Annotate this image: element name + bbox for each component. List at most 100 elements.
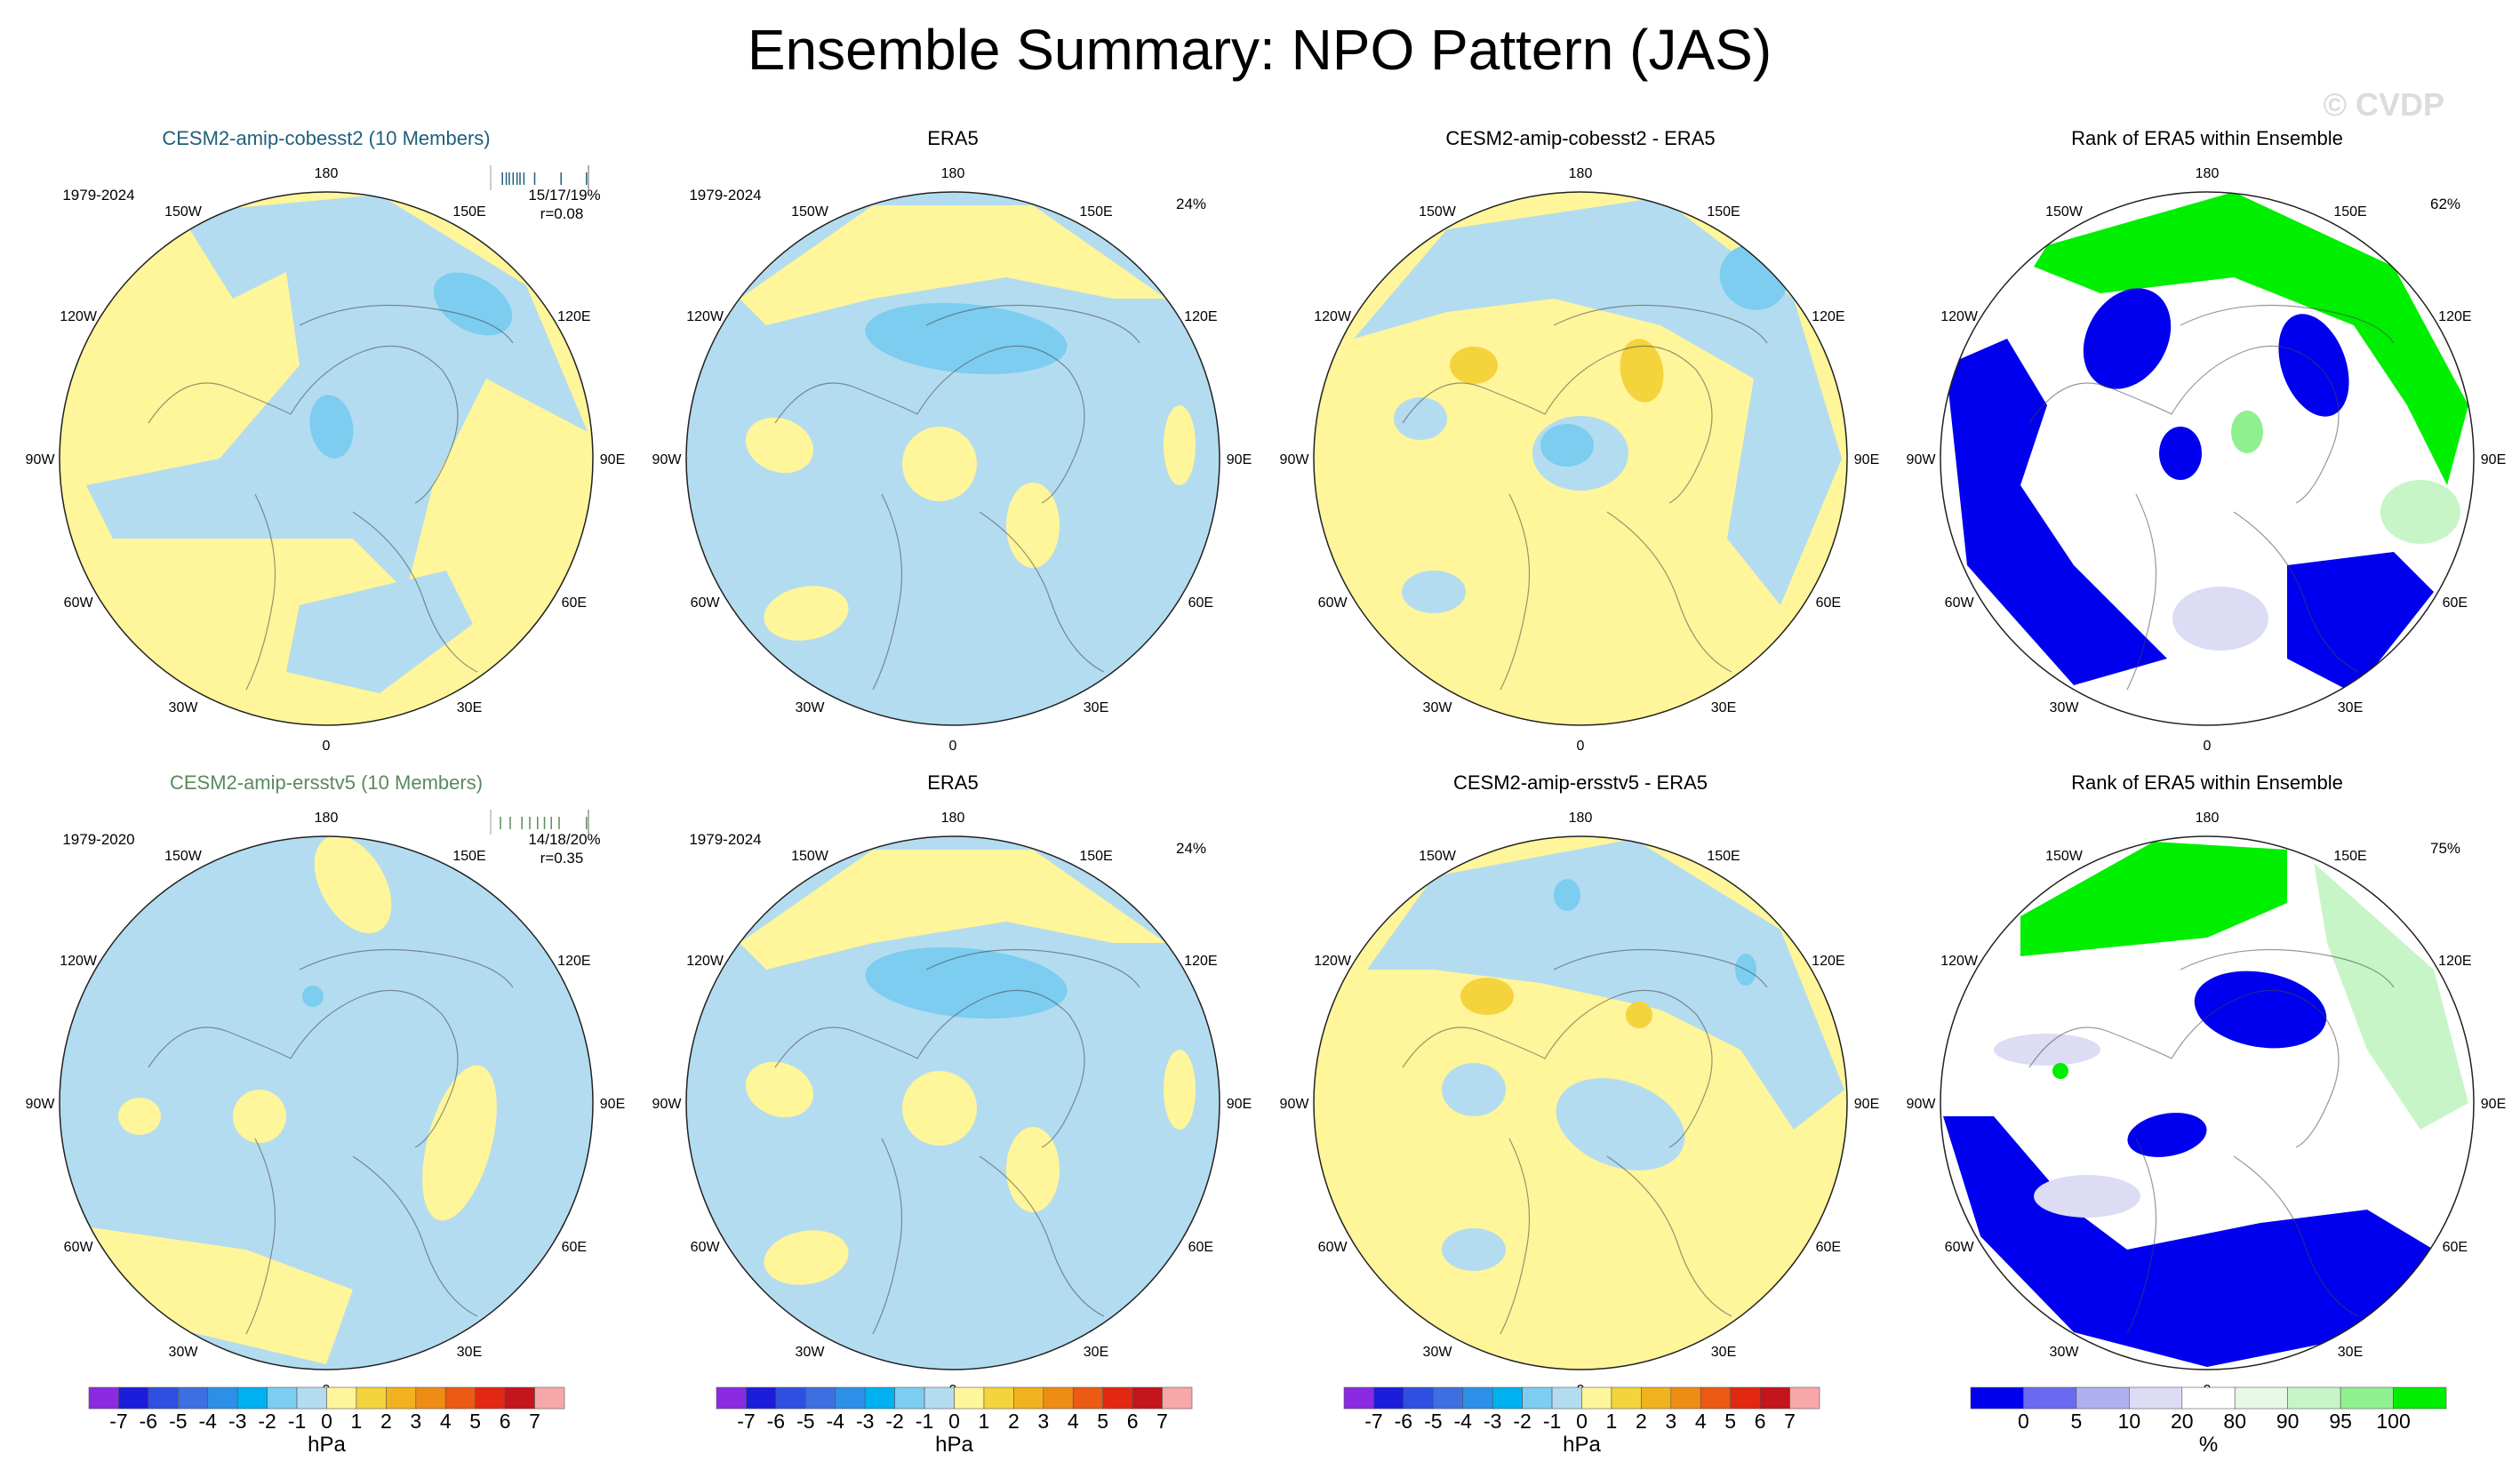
member-tick-strip — [490, 810, 589, 835]
longitude-label: 90E — [2481, 1097, 2506, 1112]
blue-anomaly-region — [1556, 1078, 1685, 1170]
colorbar-tick-label: 7 — [1784, 1410, 1796, 1433]
colorbar-tick-label: 5 — [1724, 1410, 1736, 1433]
blue-anomaly-region — [1394, 397, 1447, 440]
colorbar-swatch — [2340, 1386, 2394, 1410]
yellow-anomaly-region — [314, 836, 392, 933]
pattern-stat-label: 62% — [2430, 196, 2460, 212]
colorbar-tick-label: -4 — [827, 1410, 845, 1433]
colorbar-swatch — [475, 1386, 506, 1410]
longitude-label: 60E — [1188, 595, 1213, 611]
coastlines — [1402, 948, 1768, 1335]
colorbar-tick-label: -1 — [916, 1410, 933, 1433]
rank-green-region — [2052, 1063, 2068, 1079]
rank-blue-region — [2159, 427, 2202, 480]
colorbar-swatch — [267, 1386, 298, 1410]
colorbar-tick-label: -1 — [288, 1410, 306, 1433]
coastlines — [1402, 304, 1768, 691]
colorbar-tick-label: 10 — [2118, 1410, 2141, 1433]
longitude-label: 150E — [452, 849, 485, 864]
colorbar-swatch — [386, 1386, 417, 1410]
colorbar-swatch — [864, 1386, 895, 1410]
period-label: 1979-2024 — [62, 187, 134, 204]
colorbar-tick-label: 1 — [1606, 1410, 1618, 1433]
colorbar-swatch — [415, 1386, 446, 1410]
coastline — [979, 511, 1105, 673]
dark-blue-anomaly — [1540, 424, 1594, 467]
colorbar-swatch — [775, 1386, 806, 1410]
colorbar-swatch — [1162, 1386, 1193, 1410]
panel-title: Rank of ERA5 within Ensemble — [2071, 771, 2343, 794]
coastline — [2126, 493, 2157, 691]
rank-lavender-region — [2172, 587, 2268, 651]
longitude-label: 60W — [64, 1240, 94, 1255]
coastline — [2233, 511, 2359, 673]
rank-lavender-region — [1994, 1034, 2100, 1066]
coastline — [979, 1155, 1105, 1317]
colorbar-swatch — [1789, 1386, 1820, 1410]
dark-blue-anomaly — [433, 272, 513, 336]
coastline — [2180, 304, 2395, 344]
colorbar-tick-label: -1 — [1543, 1410, 1561, 1433]
longitude-label: 30E — [1711, 1345, 1736, 1360]
orange-anomaly — [1460, 978, 1514, 1015]
coastline — [1402, 345, 1713, 504]
map-border — [59, 191, 594, 726]
longitude-label: 120W — [1314, 954, 1352, 969]
colorbar-swatch — [236, 1386, 268, 1410]
colorbar-tick-label: 1 — [351, 1410, 363, 1433]
colorbar-tick-label: -2 — [258, 1410, 276, 1433]
longitude-label: 90E — [600, 1097, 625, 1112]
coastline — [1606, 1155, 1732, 1317]
pattern-stat-label: 24% — [1176, 196, 1206, 212]
rank-blue-region — [1946, 339, 2167, 685]
longitude-label: 90W — [1907, 452, 1937, 467]
map-border — [59, 835, 594, 1370]
longitude-label: 120E — [557, 309, 590, 324]
longitude-label: 30W — [169, 700, 199, 715]
longitude-label: 30W — [796, 1345, 826, 1360]
polar-map — [60, 836, 593, 1370]
coastline — [2233, 1155, 2359, 1317]
longitude-label: 60W — [1945, 1240, 1975, 1255]
longitude-label: 150W — [2045, 204, 2084, 220]
longitude-label: 60W — [1945, 595, 1975, 611]
longitude-label: 120W — [60, 309, 98, 324]
rank-blue-region — [2287, 552, 2434, 693]
rank-green-region — [2020, 842, 2287, 956]
coastline — [1402, 989, 1713, 1148]
coastlines — [148, 948, 514, 1335]
panel-title: Rank of ERA5 within Ensemble — [2071, 127, 2343, 149]
longitude-label: 90W — [1907, 1097, 1937, 1112]
colorbar-swatch — [444, 1386, 476, 1410]
longitude-label: 60W — [691, 1240, 721, 1255]
longitude-label: 90E — [1854, 1097, 1879, 1112]
orange-anomaly — [1626, 1002, 1652, 1028]
coastline — [245, 1138, 276, 1335]
map-panel-model2: CESM2-amip-ersstv5 (10 Members) 1979-2020… — [26, 771, 626, 1398]
map-border — [685, 191, 1220, 726]
longitude-label: 150W — [1419, 849, 1457, 864]
colorbar-tick-label: 0 — [948, 1410, 960, 1433]
colorbar-tick-label: 3 — [410, 1410, 421, 1433]
coastlines — [774, 948, 1140, 1335]
yellow-anomaly-region — [740, 205, 1166, 325]
colorbar-units: % — [2199, 1433, 2218, 1457]
period-label: 1979-2020 — [62, 831, 134, 848]
pattern-stat-label: 14/18/20% — [528, 831, 600, 848]
longitude-label: 150E — [1079, 204, 1112, 220]
map-panel-model1: CESM2-amip-cobesst2 (10 Members) 1979-202… — [26, 127, 626, 754]
coastline — [774, 345, 1085, 504]
colorbar-swatch — [1132, 1386, 1163, 1410]
longitude-label: 30W — [169, 1345, 199, 1360]
orange-anomaly — [1620, 339, 1664, 403]
panel-title: CESM2-amip-ersstv5 (10 Members) — [170, 771, 483, 794]
map-panel-rank2: Rank of ERA5 within Ensemble 75% 180 150E 12… — [1907, 771, 2507, 1398]
colorbar-swatch — [1670, 1386, 1701, 1410]
longitude-label: 150W — [2045, 849, 2084, 864]
longitude-label: 120E — [2438, 954, 2471, 969]
longitude-label: 60E — [2443, 1240, 2468, 1255]
colorbar-swatch — [1641, 1386, 1672, 1410]
longitude-label: 120E — [1812, 309, 1844, 324]
